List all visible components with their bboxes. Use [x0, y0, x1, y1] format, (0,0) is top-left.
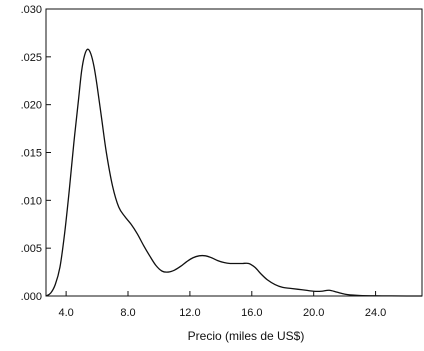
x-tick-label: 12.0: [179, 307, 200, 319]
y-tick-label: .030: [21, 4, 42, 16]
density-line: [45, 48, 423, 297]
y-tick-label: .000: [21, 291, 42, 303]
y-tick-label: .005: [21, 243, 42, 255]
y-tick-label: .010: [21, 195, 42, 207]
plot-frame: [45, 8, 423, 297]
y-tick-label: .015: [21, 148, 42, 160]
x-tick-label: 8.0: [120, 307, 135, 319]
x-axis-title: Precio (miles de US$): [188, 329, 305, 343]
plot-area: .000 .005 .010 .015 .020 .025 .030 4.0 8.0 12.0 16…: [21, 4, 423, 343]
x-tick-label: 4.0: [58, 307, 73, 319]
x-tick-label: 16.0: [241, 307, 262, 319]
y-tick-label: .025: [21, 52, 42, 64]
x-tick-label: 24.0: [365, 307, 386, 319]
y-tick-label: .020: [21, 100, 42, 112]
x-tick-label: 20.0: [303, 307, 324, 319]
